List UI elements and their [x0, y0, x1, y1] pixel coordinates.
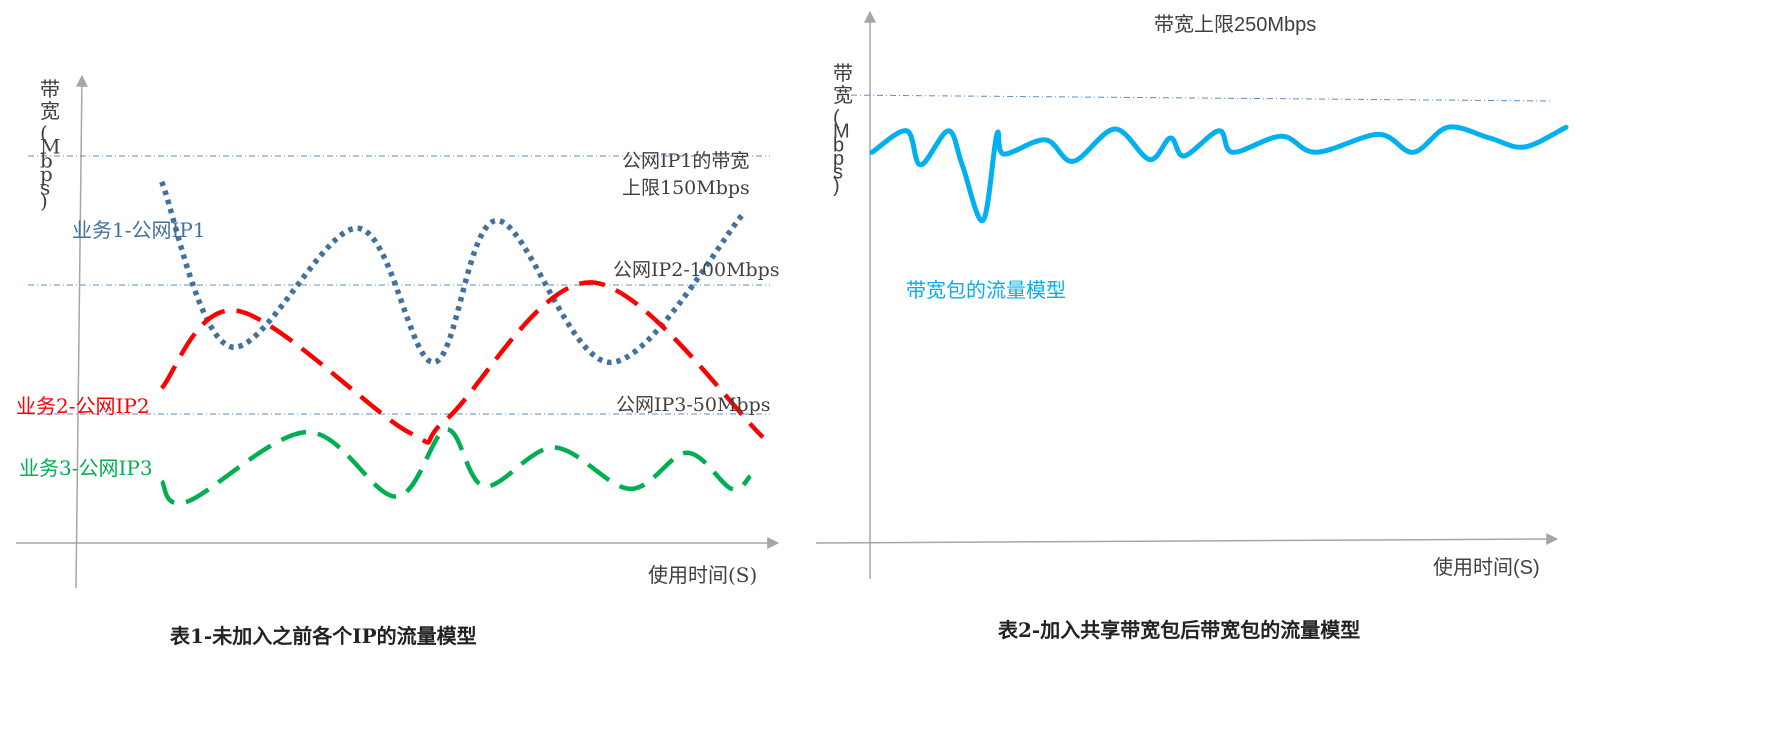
chart1-series: [159, 180, 765, 506]
chart2-caption: 表2-加入共享带宽包后带宽包的流量模型: [998, 618, 1360, 642]
chart2-limit-label: 带宽上限250Mbps: [1154, 13, 1316, 36]
chart1-series-line-3: [159, 427, 752, 506]
chart1-x-label: 使用时间(S): [648, 563, 757, 587]
chart2-limit-line-1: [837, 94, 1553, 102]
chart2-series: [869, 124, 1569, 223]
chart1-series-label-ip3: 业务3-公网IP3: [19, 456, 153, 480]
chart2-series-line-1: [869, 124, 1569, 223]
chart1-caption: 表1-未加入之前各个IP的流量模型: [170, 624, 477, 648]
chart1-limit-label-ip3: 公网IP3-50Mbps: [616, 394, 771, 416]
chart1-y-axis: [75, 74, 88, 589]
chart1-limit-label-ip2: 公网IP2-100Mbps: [613, 259, 780, 281]
chart1-limit-label-ip1-line1: 公网IP1的带宽: [622, 150, 749, 172]
chart1-series-label-ip1: 业务1-公网IP1: [72, 218, 206, 242]
chart1-series-line-1: [159, 180, 747, 366]
chart2-x-label: 使用时间(S): [1433, 556, 1540, 579]
chart2-limit-lines: [837, 94, 1553, 102]
chart2-x-axis: [815, 533, 1559, 546]
chart1-limit-label-ip1-line2: 上限150Mbps: [622, 177, 750, 199]
chart1-series-label-ip2: 业务2-公网IP2: [16, 394, 150, 418]
chart1-series-line-2: [159, 280, 765, 445]
chart2-series-label: 带宽包的流量模型: [906, 279, 1066, 302]
